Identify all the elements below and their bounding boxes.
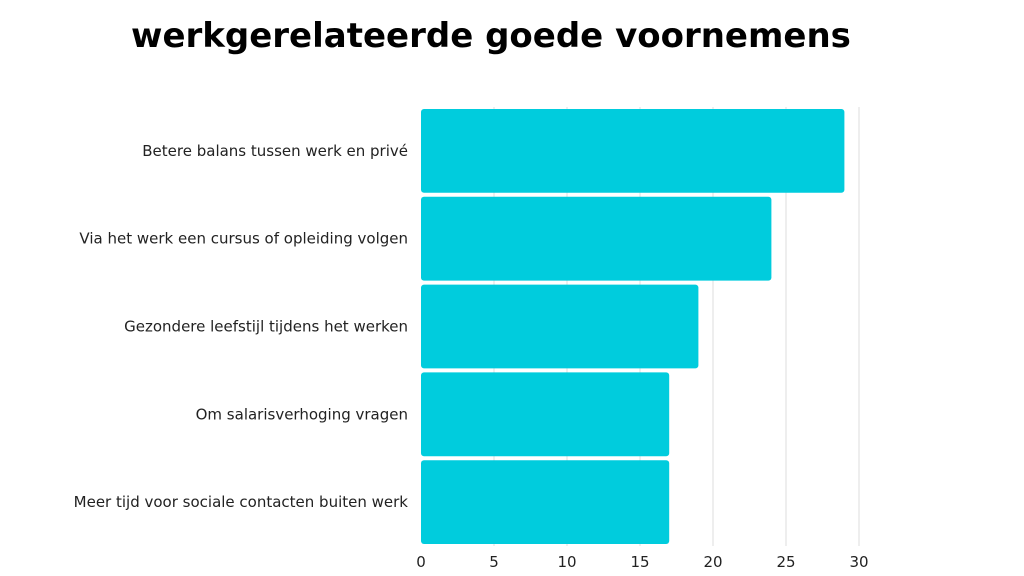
category-label: Via het werk een cursus of opleiding vol… [79,230,408,248]
category-labels: Betere balans tussen werk en privé Via he… [74,142,409,511]
category-label: Betere balans tussen werk en privé [142,142,408,160]
x-axis-ticks: 0 5 10 15 20 25 30 [416,553,868,571]
bar [421,109,845,193]
chart-title: werkgerelateerde goede voornemens [131,16,851,56]
x-tick-label: 20 [703,553,722,571]
category-label: Gezondere leefstijl tijdens het werken [124,318,408,336]
x-tick-label: 5 [489,553,499,571]
x-tick-label: 10 [557,553,576,571]
category-label: Om salarisverhoging vragen [196,405,408,423]
bar [421,196,772,281]
bar [421,372,670,457]
bars [421,109,845,544]
x-tick-label: 25 [776,553,795,571]
bar [421,284,699,369]
x-tick-label: 0 [416,553,426,571]
bar [421,460,670,544]
x-tick-label: 30 [849,553,868,571]
x-tick-label: 15 [630,553,649,571]
category-label: Meer tijd voor sociale contacten buiten … [74,493,409,511]
